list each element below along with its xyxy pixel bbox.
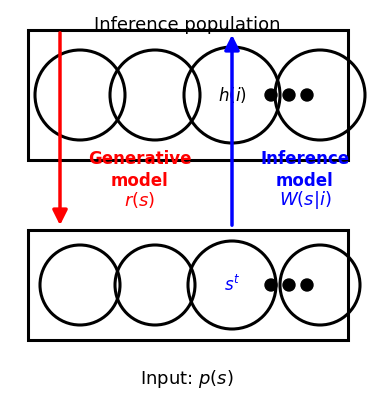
Text: Input: $p(s)$: Input: $p(s)$ bbox=[140, 368, 234, 390]
Text: $W(s|i)$: $W(s|i)$ bbox=[279, 189, 331, 211]
Circle shape bbox=[265, 89, 277, 101]
Bar bbox=[28, 30, 348, 160]
Text: $s^t$: $s^t$ bbox=[224, 275, 240, 295]
Text: $h(i)$: $h(i)$ bbox=[218, 85, 246, 105]
Circle shape bbox=[283, 89, 295, 101]
Circle shape bbox=[265, 279, 277, 291]
Circle shape bbox=[283, 279, 295, 291]
Circle shape bbox=[301, 279, 313, 291]
Text: $r(s)$: $r(s)$ bbox=[125, 190, 156, 210]
Text: Inference population: Inference population bbox=[94, 16, 280, 34]
Bar bbox=[28, 230, 348, 340]
Text: Inference
model: Inference model bbox=[260, 150, 350, 190]
Circle shape bbox=[301, 89, 313, 101]
Text: Generative
model: Generative model bbox=[88, 150, 192, 190]
